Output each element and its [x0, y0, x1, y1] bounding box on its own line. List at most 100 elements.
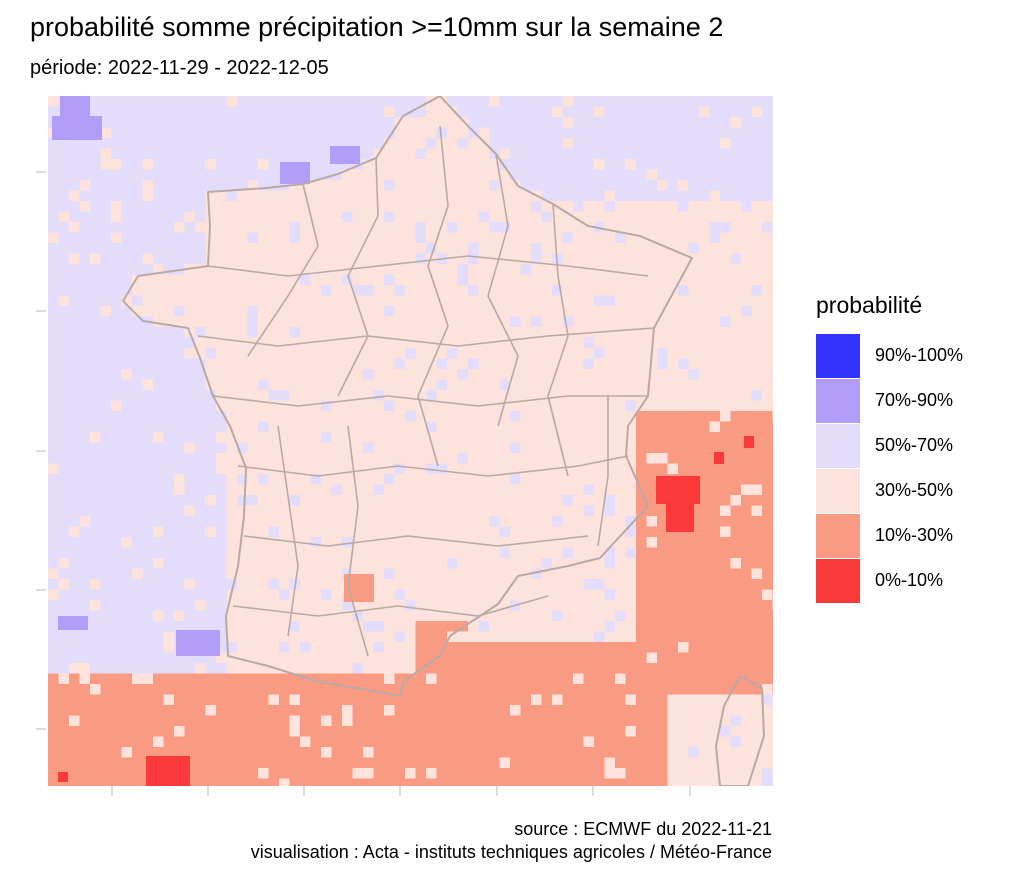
grid-cell [142, 222, 154, 233]
grid-cell [415, 127, 427, 139]
grid-cell [121, 474, 133, 485]
grid-cell [363, 610, 374, 622]
grid-cell [142, 610, 154, 622]
grid-cell [174, 180, 185, 191]
grid-cell [384, 558, 395, 569]
grid-cell [730, 222, 742, 233]
grid-cell [541, 600, 553, 611]
grid-cell [163, 568, 175, 580]
grid-cell [447, 442, 458, 454]
grid-cell [709, 369, 721, 380]
grid-cell [457, 579, 469, 590]
grid-cell [520, 621, 532, 632]
grid-cell [321, 211, 332, 223]
grid-cell [216, 768, 227, 779]
grid-cell [510, 400, 521, 412]
grid-cell [499, 663, 511, 674]
grid-cell [562, 232, 574, 244]
grid-cell [258, 768, 269, 779]
grid-cell [646, 736, 658, 748]
grid-cell [184, 568, 196, 580]
grid-cell [258, 652, 269, 664]
grid-cell [394, 274, 406, 286]
grid-cell [373, 484, 385, 496]
grid-cell [510, 169, 521, 181]
grid-cell [289, 589, 301, 601]
grid-cell [730, 127, 742, 139]
grid-cell [741, 537, 752, 548]
grid-cell [153, 600, 164, 611]
grid-cell [352, 369, 364, 380]
grid-cell [100, 222, 112, 233]
grid-cell [709, 642, 721, 653]
grid-cell [762, 211, 773, 223]
grid-cell [289, 264, 301, 275]
grid-cell [520, 243, 532, 254]
grid-cell [636, 348, 647, 359]
grid-cell [195, 211, 206, 223]
grid-cell [688, 148, 700, 160]
grid-cell [405, 463, 416, 475]
grid-cell [58, 568, 70, 580]
grid-cell [646, 201, 658, 212]
grid-cell [142, 495, 154, 506]
grid-cell [384, 169, 395, 181]
grid-cell [457, 474, 469, 485]
grid-cell [121, 484, 133, 496]
grid-cell [121, 715, 133, 727]
grid-cell [258, 558, 269, 569]
grid-cell [489, 505, 500, 517]
grid-cell [468, 568, 479, 580]
grid-cell [520, 253, 532, 265]
grid-cell [279, 621, 290, 632]
grid-cell [625, 694, 637, 706]
grid-cell [688, 694, 700, 706]
grid-cell [142, 558, 154, 569]
grid-cell [268, 264, 280, 275]
grid-cell [667, 400, 679, 412]
grid-cell [625, 306, 637, 317]
grid-cell [489, 537, 500, 548]
grid-cell [373, 631, 385, 643]
grid-cell [709, 264, 721, 275]
grid-cell [289, 106, 301, 118]
grid-cell [562, 768, 574, 779]
grid-cell [268, 673, 280, 685]
grid-cell [573, 526, 584, 538]
grid-cell [426, 327, 437, 338]
grid-cell [510, 694, 521, 706]
grid-cell [205, 726, 217, 737]
grid-cell [447, 232, 458, 244]
grid-cell [300, 558, 311, 569]
grid-cell [352, 726, 364, 737]
grid-cell [657, 505, 668, 517]
grid-cell [468, 442, 479, 454]
grid-cell [499, 463, 511, 475]
grid-cell [163, 600, 175, 611]
grid-cell [69, 547, 80, 559]
grid-cell [58, 159, 70, 170]
grid-cell [163, 610, 175, 622]
grid-cell [321, 589, 332, 601]
grid-cell [195, 295, 206, 307]
grid-cell [510, 558, 521, 569]
grid-cell [384, 726, 395, 737]
grid-cell [699, 358, 710, 370]
grid-cell [489, 747, 500, 758]
grid-cell [510, 673, 521, 685]
grid-cell [457, 768, 469, 779]
grid-cell [499, 411, 511, 422]
grid-cell [205, 621, 217, 632]
grid-cell [247, 568, 259, 580]
grid-cell [552, 148, 563, 160]
grid-cell [331, 274, 343, 286]
department-border [277, 425, 299, 637]
grid-cell [279, 337, 290, 349]
grid-cell [352, 264, 364, 275]
grid-cell [541, 589, 553, 601]
grid-cell [184, 411, 196, 422]
grid-cell [300, 243, 311, 254]
grid-cell [90, 736, 101, 748]
grid-cell [69, 516, 80, 527]
grid-cell [195, 127, 206, 139]
